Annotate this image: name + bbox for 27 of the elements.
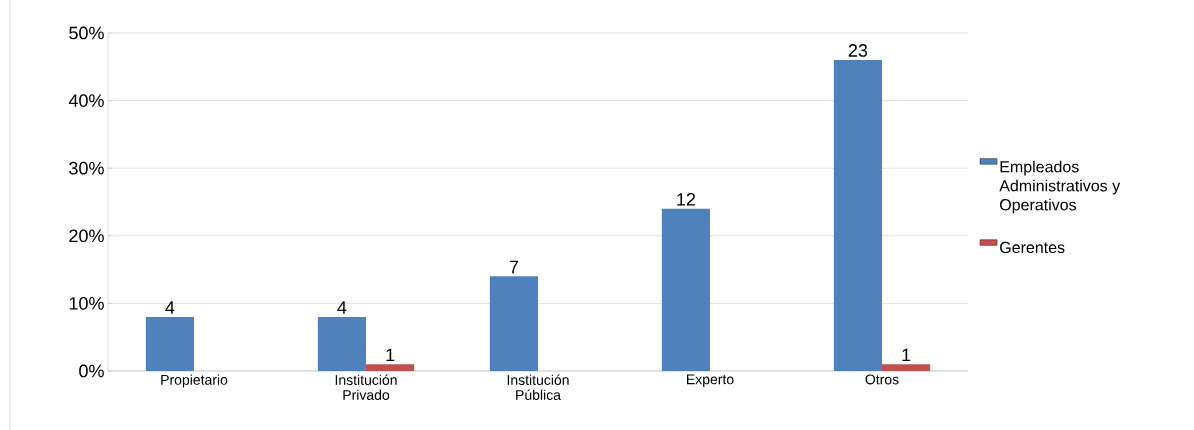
annotation: 1 — [902, 348, 911, 362]
bar — [661, 208, 710, 371]
annotation: 7 — [509, 260, 519, 274]
annotation: 4 — [165, 301, 175, 314]
x-tick-label: Institución Privado — [335, 374, 397, 400]
x-tick-label: Experto — [687, 374, 734, 388]
bar — [145, 316, 195, 371]
y-tick-label: 30% — [69, 161, 104, 175]
annotation: 23 — [848, 44, 868, 57]
x-tick-label: Propietario — [161, 374, 228, 388]
annotation: 12 — [677, 192, 696, 206]
y-tick-label: 10% — [69, 297, 104, 310]
x-tick-label: Otros — [865, 374, 899, 385]
annotation: 1 — [386, 348, 395, 362]
y-tick-label: 40% — [68, 94, 104, 107]
y-tick-label: 20% — [69, 229, 104, 243]
annotation: 4 — [337, 301, 347, 314]
bar — [366, 364, 415, 371]
bar — [833, 60, 882, 371]
x-tick-label: Institución Pública — [507, 374, 569, 400]
bar — [881, 364, 931, 371]
y-tick-label: 0% — [79, 364, 104, 378]
bar — [489, 276, 538, 371]
legend-label: Empleados Administrativos y Operativos — [999, 160, 1121, 214]
y-tick-label: 50% — [69, 26, 104, 40]
legend-label: Gerentes — [1000, 241, 1065, 254]
bar — [317, 316, 367, 371]
